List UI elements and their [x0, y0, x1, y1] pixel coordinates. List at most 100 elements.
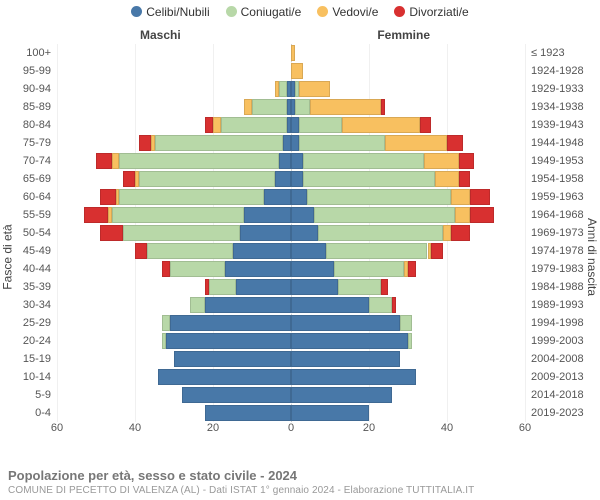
bar-segment	[369, 297, 392, 312]
bar-segment	[451, 189, 470, 204]
legend-item: Celibi/Nubili	[131, 4, 209, 19]
birth-label: 2009-2013	[525, 371, 584, 383]
bar-segment	[291, 225, 318, 240]
bar-segment	[162, 261, 170, 276]
bar-segment	[182, 387, 291, 402]
bar-segment	[170, 261, 225, 276]
bar-segment	[291, 207, 314, 222]
bar-segment	[451, 225, 470, 240]
bar-segment	[279, 81, 287, 96]
bar-segment	[291, 369, 416, 384]
bar-segment	[381, 279, 389, 294]
birth-label: 1939-1943	[525, 119, 584, 131]
age-label: 50-54	[23, 227, 57, 239]
x-tick: 0	[288, 422, 294, 434]
birth-label: 1964-1968	[525, 209, 584, 221]
age-row: 90-941929-1933	[57, 80, 525, 98]
bar-segment	[342, 117, 420, 132]
bar-segment	[334, 261, 404, 276]
bar-segment	[275, 171, 291, 186]
bar-segment	[299, 117, 342, 132]
y-axis-title-left: Fasce di età	[1, 224, 15, 289]
bar-segment	[205, 405, 291, 420]
bar-segment	[291, 387, 392, 402]
bar-segment	[100, 189, 116, 204]
bar-segment	[470, 207, 493, 222]
birth-label: 1929-1933	[525, 83, 584, 95]
age-label: 15-19	[23, 353, 57, 365]
legend: Celibi/Nubili Coniugati/e Vedovi/e Divorzia…	[0, 4, 600, 19]
age-row: 85-891934-1938	[57, 98, 525, 116]
bar-segment	[291, 135, 299, 150]
bar-segment	[155, 135, 284, 150]
age-label: 65-69	[23, 173, 57, 185]
bar-segment	[190, 297, 206, 312]
age-label: 30-34	[23, 299, 57, 311]
plot-area: 100+≤ 192395-991924-192890-941929-193385…	[57, 44, 525, 440]
age-row: 55-591964-1968	[57, 206, 525, 224]
age-label: 40-44	[23, 263, 57, 275]
legend-label: Coniugati/e	[241, 5, 302, 19]
age-row: 20-241999-2003	[57, 332, 525, 350]
bar-segment	[166, 333, 291, 348]
bar-segment	[291, 171, 303, 186]
x-tick: 60	[51, 422, 63, 434]
age-label: 55-59	[23, 209, 57, 221]
bar-segment	[240, 225, 291, 240]
bar-segment	[307, 189, 451, 204]
age-label: 100+	[26, 47, 57, 59]
birth-label: 1999-2003	[525, 335, 584, 347]
bar-segment	[252, 99, 287, 114]
birth-label: 2014-2018	[525, 389, 584, 401]
age-label: 90-94	[23, 83, 57, 95]
age-row: 95-991924-1928	[57, 62, 525, 80]
birth-label: 1969-1973	[525, 227, 584, 239]
birth-label: 1979-1983	[525, 263, 584, 275]
bar-segment	[158, 369, 291, 384]
bar-segment	[162, 333, 166, 348]
birth-label: 1984-1988	[525, 281, 584, 293]
bar-segment	[338, 279, 381, 294]
age-row: 0-42019-2023	[57, 404, 525, 422]
birth-label: 2004-2008	[525, 353, 584, 365]
bar-segment	[310, 99, 380, 114]
bar-segment	[112, 207, 245, 222]
bar-segment	[244, 99, 252, 114]
bar-segment	[279, 153, 291, 168]
bar-segment	[408, 333, 412, 348]
bar-segment	[116, 189, 120, 204]
bar-segment	[459, 153, 475, 168]
bar-segment	[291, 405, 369, 420]
legend-item: Vedovi/e	[317, 4, 378, 19]
x-tick: 40	[129, 422, 141, 434]
age-label: 70-74	[23, 155, 57, 167]
bar-segment	[108, 207, 112, 222]
bar-segment	[291, 261, 334, 276]
bar-segment	[135, 243, 147, 258]
rows-container: 100+≤ 192395-991924-192890-941929-193385…	[57, 44, 525, 422]
age-row: 5-92014-2018	[57, 386, 525, 404]
bar-segment	[381, 99, 385, 114]
bar-segment	[408, 261, 416, 276]
age-row: 45-491974-1978	[57, 242, 525, 260]
age-row: 65-691954-1958	[57, 170, 525, 188]
bar-segment	[135, 171, 139, 186]
legend-swatch	[131, 6, 142, 17]
bar-segment	[291, 189, 307, 204]
age-row: 50-541969-1973	[57, 224, 525, 242]
x-axis: 6040200204060	[57, 422, 525, 440]
bar-segment	[205, 297, 291, 312]
bar-segment	[275, 81, 279, 96]
bar-segment	[455, 207, 471, 222]
bar-segment	[123, 225, 240, 240]
legend-item: Divorziati/e	[394, 4, 468, 19]
legend-label: Divorziati/e	[409, 5, 468, 19]
age-label: 0-4	[35, 407, 57, 419]
bar-segment	[170, 315, 291, 330]
footer: Popolazione per età, sesso e stato civil…	[8, 468, 592, 496]
bar-segment	[84, 207, 107, 222]
age-label: 20-24	[23, 335, 57, 347]
bar-segment	[400, 315, 412, 330]
birth-label: 1989-1993	[525, 299, 584, 311]
bar-segment	[221, 117, 287, 132]
